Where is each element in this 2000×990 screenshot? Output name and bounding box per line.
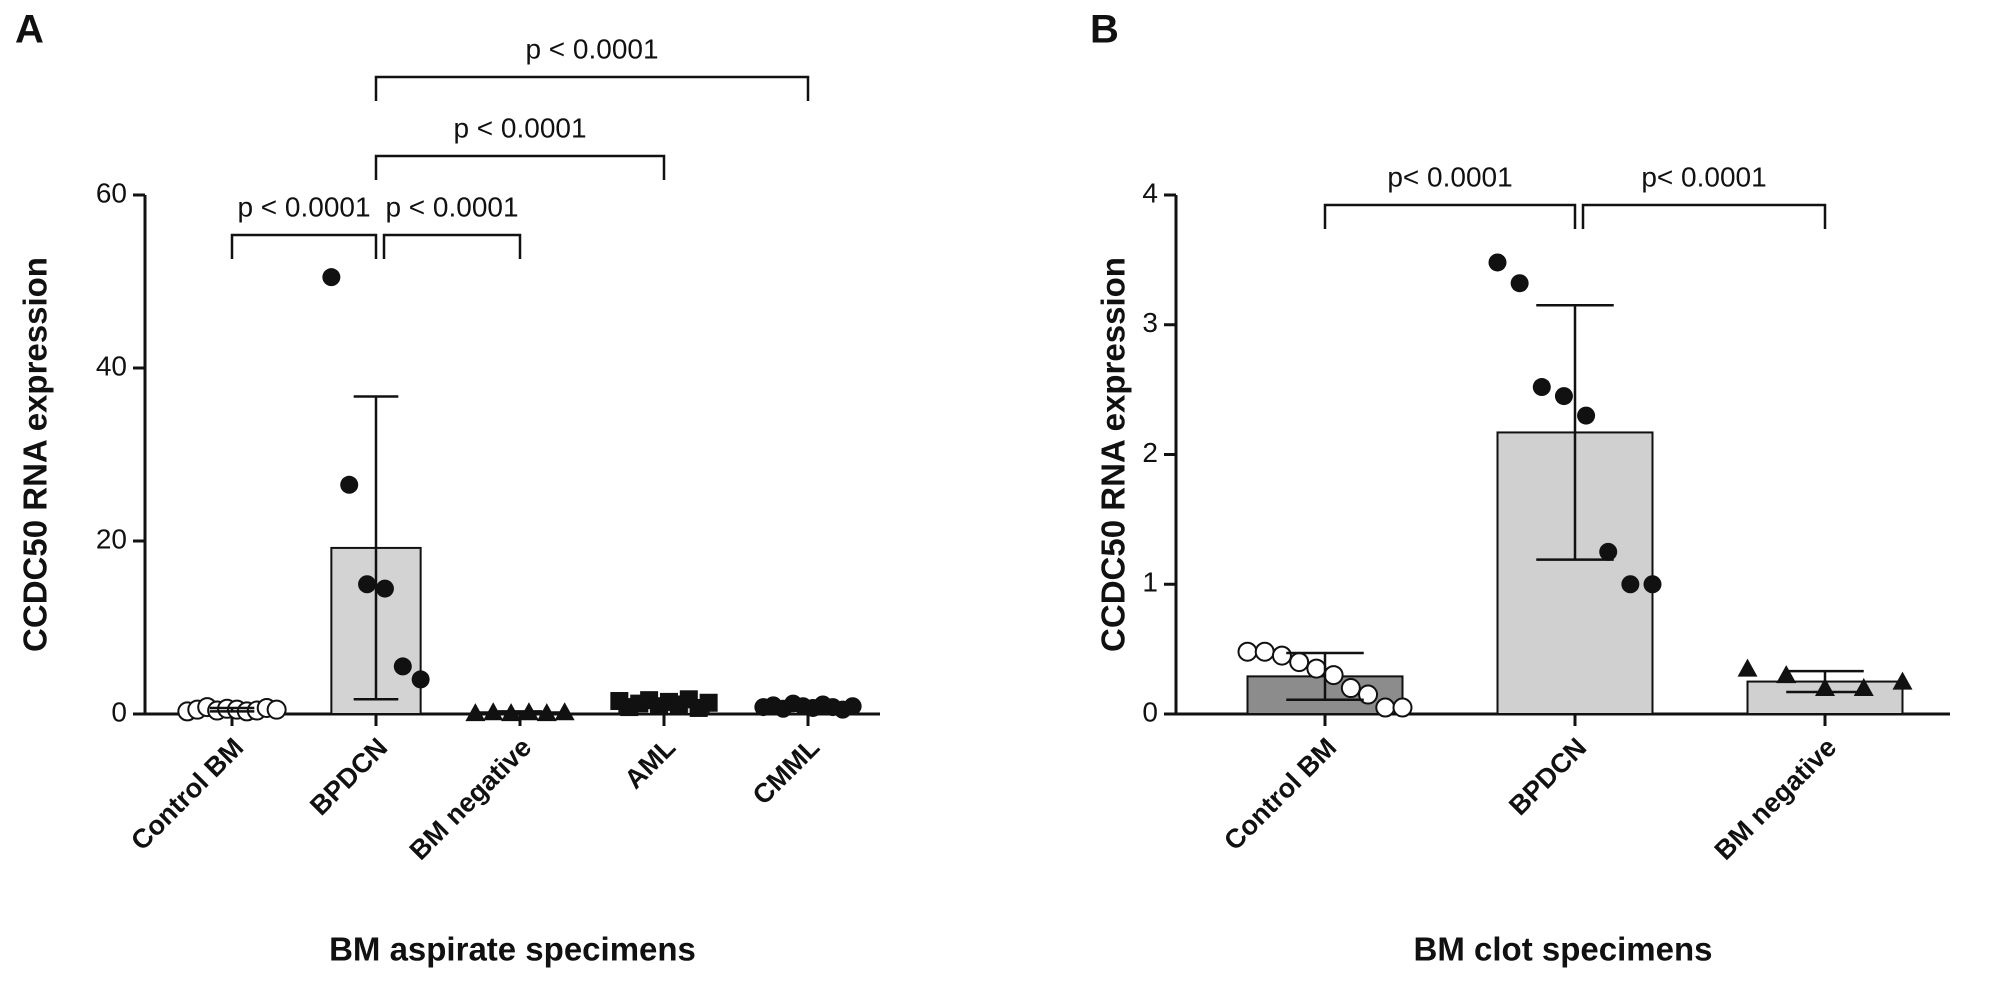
y-tick-label: 0	[1142, 696, 1158, 727]
x-tick-label: BM negative	[404, 732, 538, 866]
significance-bracket	[1323, 203, 1577, 229]
data-point	[1375, 697, 1396, 718]
data-point	[1306, 658, 1327, 679]
y-tick-label: 1	[1142, 567, 1158, 598]
significance-label: p < 0.0001	[385, 191, 518, 222]
data-point	[843, 697, 862, 716]
x-tick-label: AML	[619, 732, 682, 795]
y-axis-label: CCDC50 RNA expression	[1095, 257, 1132, 652]
y-tick-label: 60	[96, 177, 127, 208]
panel-label: A	[15, 8, 44, 52]
data-point	[1599, 542, 1618, 561]
data-point	[1554, 387, 1573, 406]
x-tick-label: CMML	[747, 732, 825, 810]
data-point	[1271, 645, 1292, 666]
significance-bracket	[374, 75, 810, 101]
data-point	[1237, 641, 1258, 662]
data-point	[465, 703, 486, 722]
data-point	[1776, 665, 1797, 684]
significance-bracket	[230, 233, 378, 259]
data-point	[340, 475, 359, 494]
data-point	[1488, 253, 1507, 272]
data-point	[1737, 658, 1758, 677]
x-tick-label: BM negative	[1709, 732, 1843, 866]
significance-label: p < 0.0001	[525, 33, 658, 64]
y-tick-label: 20	[96, 523, 127, 554]
data-point	[358, 575, 377, 594]
significance-bracket	[374, 154, 666, 180]
data-point	[266, 699, 287, 720]
data-point	[393, 657, 412, 676]
y-tick-label: 40	[96, 350, 127, 381]
data-point	[322, 268, 341, 287]
panel-label: B	[1090, 8, 1119, 52]
data-point	[483, 702, 504, 721]
data-point	[1577, 406, 1596, 425]
x-axis-label: BM aspirate specimens	[329, 931, 696, 968]
x-axis-label: BM clot specimens	[1414, 931, 1713, 968]
y-tick-label: 3	[1142, 307, 1158, 338]
y-tick-label: 4	[1142, 177, 1158, 208]
data-point	[1289, 652, 1310, 673]
significance-bracket	[382, 233, 522, 259]
y-axis-label: CCDC50 RNA expression	[17, 257, 54, 652]
data-point	[1254, 641, 1275, 662]
data-point	[1510, 274, 1529, 293]
data-point	[554, 702, 575, 721]
data-point	[375, 579, 394, 598]
x-tick-label: BPDCN	[1503, 732, 1592, 821]
x-tick-label: Control BM	[1218, 732, 1342, 856]
y-tick-label: 2	[1142, 437, 1158, 468]
data-point	[1643, 575, 1662, 594]
data-point	[536, 703, 557, 722]
data-point	[1340, 678, 1361, 699]
data-point	[1621, 575, 1640, 594]
data-point	[1323, 665, 1344, 686]
data-point	[1892, 671, 1913, 690]
data-point	[1392, 697, 1413, 718]
x-tick-label: Control BM	[125, 732, 249, 856]
data-point	[1532, 378, 1551, 397]
y-tick-label: 0	[111, 696, 127, 727]
data-point	[411, 670, 430, 689]
significance-label: p < 0.0001	[453, 112, 586, 143]
significance-label: p< 0.0001	[1387, 161, 1512, 192]
data-point	[699, 693, 718, 712]
significance-label: p< 0.0001	[1641, 161, 1766, 192]
significance-label: p < 0.0001	[237, 191, 370, 222]
x-tick-label: BPDCN	[304, 732, 393, 821]
significance-bracket	[1581, 203, 1827, 229]
